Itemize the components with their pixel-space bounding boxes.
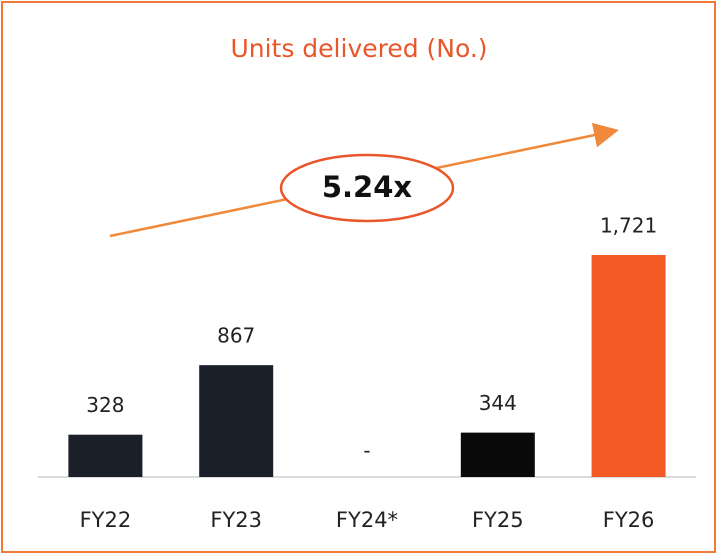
x-tick-label: FY22 (80, 508, 132, 532)
value-label: 1,721 (600, 214, 657, 238)
value-label: 344 (479, 391, 517, 415)
value-label: 867 (217, 324, 255, 348)
annotation-bubble (279, 153, 455, 223)
x-tick-label: FY24* (336, 508, 398, 532)
value-label: 328 (86, 393, 124, 417)
bar (199, 365, 274, 477)
x-tick-label: FY25 (472, 508, 524, 532)
x-tick-label: FY23 (210, 508, 262, 532)
bar (591, 255, 666, 477)
bar (68, 434, 143, 477)
annotation: 5.24x (322, 170, 413, 204)
x-tick-label: FY26 (603, 508, 655, 532)
chart-title: Units delivered (No.) (230, 34, 487, 63)
value-label: - (363, 439, 370, 463)
bar (460, 432, 535, 477)
